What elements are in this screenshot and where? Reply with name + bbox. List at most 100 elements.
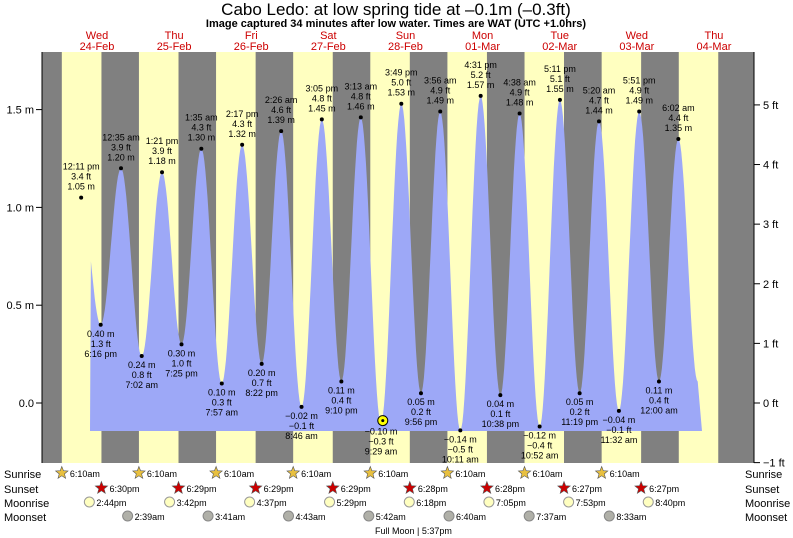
- tide-label: 4.3 ft: [191, 123, 212, 133]
- tide-label: 6:02 am: [662, 103, 695, 113]
- tide-point: [240, 142, 245, 147]
- sunrise-icon: [517, 465, 532, 479]
- tide-label: 11:32 am: [600, 435, 637, 445]
- tide-label: 1.44 m: [585, 105, 613, 115]
- tide-label: 4.3 ft: [232, 119, 253, 129]
- row-label-moonset-right: Moonset: [745, 512, 787, 524]
- tide-curve: [90, 95, 702, 432]
- sunset-time: 6:28pm: [495, 484, 525, 494]
- tide-point: [537, 424, 542, 429]
- tide-label: −0.4 ft: [527, 440, 553, 450]
- moonrise-time: 8:40pm: [655, 498, 685, 508]
- tide-label: 0.05 m: [566, 397, 594, 407]
- tide-label: 7:02 am: [125, 380, 158, 390]
- row-label-moonrise-right: Moonrise: [745, 498, 790, 510]
- tide-label: 3:05 pm: [306, 83, 339, 93]
- sunset-time: 6:28pm: [418, 484, 448, 494]
- moonrise-icon: [83, 496, 95, 508]
- tide-label: −0.14 m: [444, 434, 477, 444]
- day-date: 27-Feb: [311, 41, 346, 53]
- tide-label: 0.2 ft: [411, 407, 432, 417]
- right-tick-label: 4 ft: [763, 160, 778, 172]
- tide-label: 5.1 ft: [550, 74, 571, 84]
- tide-label: 1.48 m: [506, 98, 534, 108]
- moonrise-time: 5:29pm: [337, 498, 367, 508]
- row-label-sunrise: Sunrise: [4, 469, 41, 481]
- tide-label: 2:17 pm: [226, 109, 259, 119]
- sunrise-icon: [132, 465, 146, 479]
- tide-point: [339, 379, 344, 384]
- tide-label: 7:57 am: [206, 407, 239, 417]
- tide-label: 12:35 am: [102, 132, 140, 142]
- row-label-moonset: Moonset: [4, 512, 46, 524]
- tide-point: [517, 111, 522, 116]
- tide-point: [199, 146, 204, 151]
- moonrise-icon: [164, 496, 176, 508]
- tide-label: −0.3 ft: [368, 437, 394, 447]
- tide-point: [478, 93, 483, 98]
- moonrise-icon: [642, 496, 654, 508]
- tide-label: −0.10 m: [365, 427, 398, 437]
- tide-label: 1:35 am: [185, 113, 218, 123]
- tide-label: 12:00 am: [640, 405, 678, 415]
- tide-label: 1.32 m: [228, 129, 256, 139]
- day-date: 24-Feb: [80, 41, 115, 53]
- sunrise-icon: [363, 465, 378, 479]
- moonrise-time: 4:37pm: [257, 498, 287, 508]
- chart-subtitle: Image captured 34 minutes after low wate…: [206, 18, 586, 30]
- sunrise-icon: [54, 465, 69, 479]
- moonset-icon: [363, 510, 375, 522]
- sunrise-icon: [594, 465, 609, 479]
- moonset-icon: [122, 510, 134, 522]
- sunrise-time: 6:10am: [378, 469, 408, 479]
- tide-label: −0.12 m: [523, 430, 556, 440]
- tide-label: −0.02 m: [285, 411, 318, 421]
- tide-label: 1.05 m: [67, 182, 95, 192]
- sunset-time: 6:27pm: [649, 484, 679, 494]
- current-level-dot: [381, 419, 385, 423]
- tide-point: [557, 97, 562, 102]
- left-tick-label: 0.5 m: [6, 300, 34, 312]
- tide-label: 9:56 pm: [405, 417, 438, 427]
- day-weekday: Wed: [626, 30, 648, 42]
- tide-point: [656, 379, 661, 384]
- day-weekday: Sat: [320, 30, 337, 42]
- day-date: 25-Feb: [157, 41, 192, 53]
- sunrise-icon: [286, 465, 301, 479]
- tide-label: 0.11 m: [328, 385, 355, 395]
- day-weekday: Fri: [245, 30, 258, 42]
- moonrise-time: 7:53pm: [576, 498, 606, 508]
- day-weekday: Thu: [704, 30, 723, 42]
- moonrise-icon: [483, 496, 495, 508]
- sunset-time: 6:29pm: [341, 484, 371, 494]
- tide-label: 2:26 am: [265, 95, 298, 105]
- tide-point: [676, 136, 681, 141]
- tide-label: −0.1 ft: [289, 421, 315, 431]
- tide-label: 0.2 ft: [570, 407, 591, 417]
- tide-label: 5:51 pm: [623, 76, 656, 86]
- tide-point: [160, 170, 165, 175]
- tide-label: 1.30 m: [188, 133, 216, 143]
- sunrise-icon: [440, 465, 455, 479]
- moonset-icon: [202, 510, 214, 522]
- tide-label: 3:49 pm: [385, 68, 418, 78]
- tide-point: [279, 129, 284, 134]
- day-date: 28-Feb: [388, 41, 423, 53]
- tide-label: 3.9 ft: [152, 146, 173, 156]
- tide-label: 8:46 am: [285, 431, 318, 441]
- sunrise-time: 6:10am: [533, 469, 563, 479]
- tide-label: 5.2 ft: [471, 70, 492, 80]
- tide-label: 0.40 m: [87, 329, 115, 339]
- tide-label: 4.9 ft: [510, 88, 531, 98]
- tide-label: 6:16 pm: [84, 349, 117, 359]
- day-date: 04-Mar: [697, 41, 732, 53]
- right-tick-label: 2 ft: [763, 279, 778, 291]
- sunrise-time: 6:10am: [610, 469, 640, 479]
- tide-area: [90, 95, 702, 432]
- sunset-icon: [325, 480, 340, 494]
- moonset-icon: [443, 510, 455, 522]
- moonrise-time: 3:42pm: [177, 498, 207, 508]
- moonset-icon: [603, 510, 615, 522]
- tide-label: 1.46 m: [347, 101, 375, 111]
